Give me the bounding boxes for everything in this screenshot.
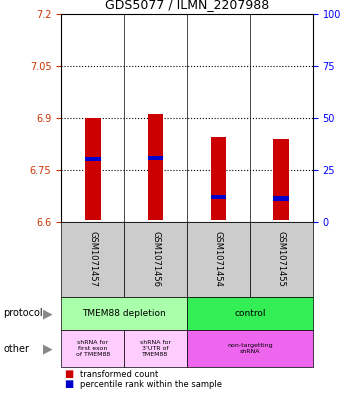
Text: ▶: ▶ bbox=[43, 342, 52, 355]
Text: shRNA for
first exon
of TMEM88: shRNA for first exon of TMEM88 bbox=[75, 340, 110, 357]
Title: GDS5077 / ILMN_2207988: GDS5077 / ILMN_2207988 bbox=[105, 0, 269, 11]
Text: GSM1071455: GSM1071455 bbox=[277, 231, 286, 287]
Bar bbox=[85, 157, 101, 161]
Bar bbox=[210, 137, 226, 220]
Text: ■: ■ bbox=[65, 369, 74, 379]
Text: control: control bbox=[234, 309, 266, 318]
Bar bbox=[148, 156, 164, 160]
Bar bbox=[210, 195, 226, 200]
Text: GSM1071457: GSM1071457 bbox=[88, 231, 97, 287]
Text: ▶: ▶ bbox=[43, 307, 52, 320]
Bar bbox=[85, 118, 101, 220]
Text: percentile rank within the sample: percentile rank within the sample bbox=[80, 380, 222, 389]
Bar bbox=[273, 196, 289, 200]
Text: ■: ■ bbox=[65, 379, 74, 389]
Text: non-targetting
shRNA: non-targetting shRNA bbox=[227, 343, 273, 354]
Text: GSM1071456: GSM1071456 bbox=[151, 231, 160, 287]
Text: TMEM88 depletion: TMEM88 depletion bbox=[82, 309, 166, 318]
Text: other: other bbox=[3, 344, 29, 354]
Text: shRNA for
3'UTR of
TMEM88: shRNA for 3'UTR of TMEM88 bbox=[140, 340, 171, 357]
Text: transformed count: transformed count bbox=[80, 369, 158, 378]
Text: protocol: protocol bbox=[3, 309, 43, 318]
Text: GSM1071454: GSM1071454 bbox=[214, 231, 223, 287]
Bar bbox=[273, 139, 289, 220]
Bar bbox=[148, 114, 164, 220]
